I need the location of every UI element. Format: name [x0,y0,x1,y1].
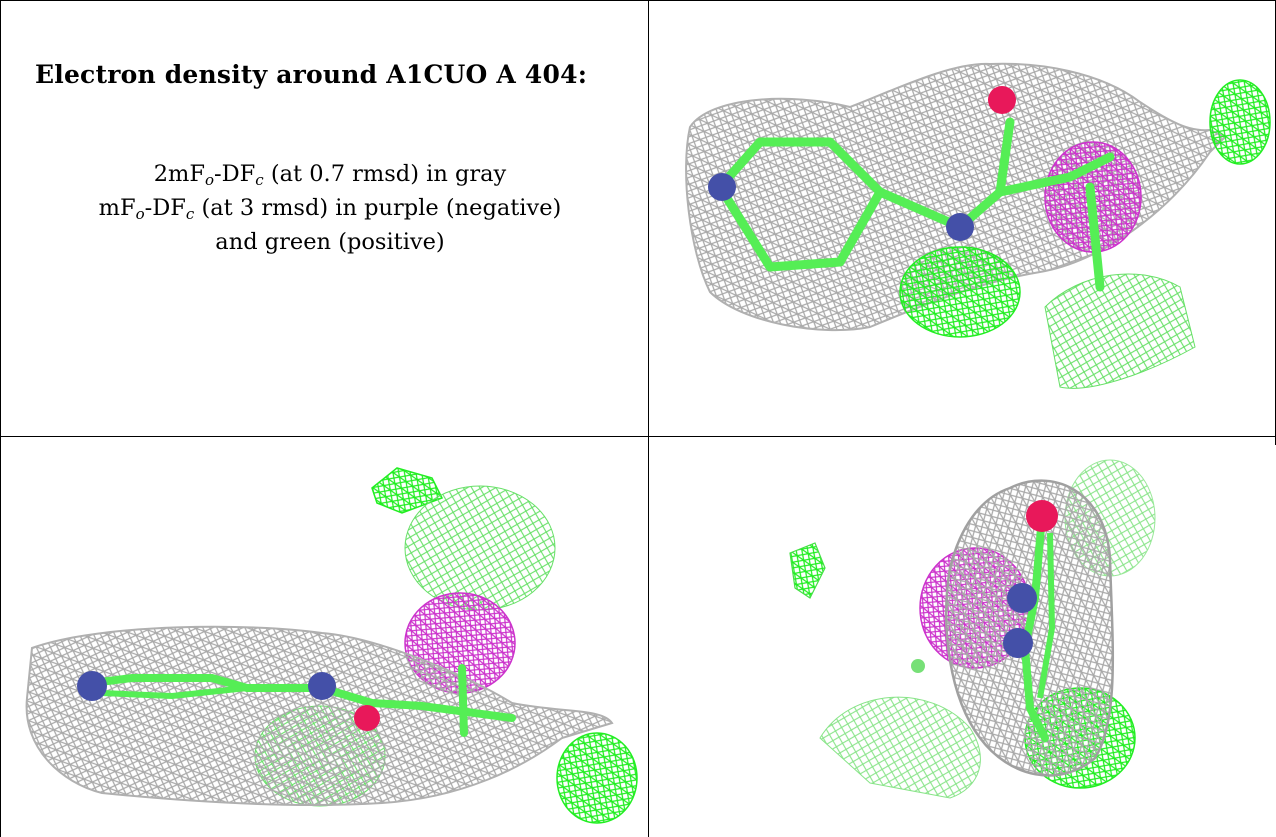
oxygen-atom [1026,500,1058,532]
gray-density-mesh [25,625,614,806]
caption-line-mfo: mFo-DFc (at 3 rmsd) in purple (negative) [98,195,562,223]
nitrogen-atom [1003,628,1033,658]
ligand-model [708,86,1115,292]
nitrogen-atom [77,671,107,701]
density-view-bottom-right [650,438,1274,836]
green-density-mesh [899,79,1271,389]
border-left [0,0,1,837]
nitrogen-atom [1007,583,1037,613]
caption-line-green: and green (positive) [215,229,445,255]
ligand-model [77,664,516,737]
density-view-top-right [650,2,1274,435]
caption-line-2mfo: 2mFo-DFc (at 0.7 rmsd) in gray [153,161,507,189]
border-mid [0,436,1276,437]
border-middle [648,0,649,837]
caption-title: Electron density around A1CUO A 404: [35,60,588,89]
caption-cell: Electron density around A1CUO A 404: 2mF… [20,60,640,259]
density-view-bottom-left [2,438,647,836]
oxygen-atom [354,705,380,731]
nitrogen-atom [946,213,974,241]
nitrogen-atom [308,672,336,700]
nitrogen-atom [708,173,736,201]
ligand-model [911,500,1058,742]
border-top [0,0,1276,1]
oxygen-atom [988,86,1016,114]
